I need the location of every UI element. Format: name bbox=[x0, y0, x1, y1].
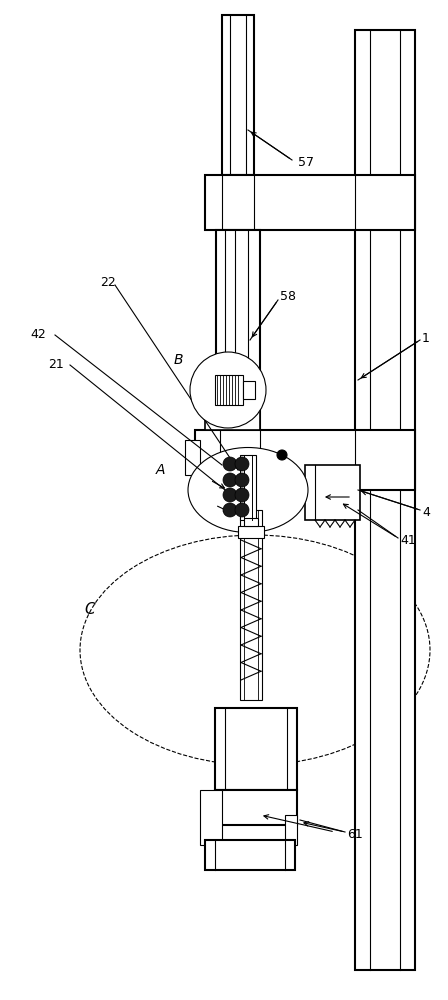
Bar bbox=[240, 510, 262, 700]
Circle shape bbox=[223, 488, 237, 502]
Bar bbox=[305, 465, 360, 520]
Text: 41: 41 bbox=[400, 534, 416, 546]
Text: 57: 57 bbox=[298, 156, 314, 169]
Text: 4: 4 bbox=[422, 506, 430, 518]
Bar bbox=[205, 840, 295, 870]
Circle shape bbox=[235, 473, 249, 487]
Circle shape bbox=[223, 503, 237, 517]
Circle shape bbox=[235, 503, 249, 517]
Bar bbox=[205, 410, 260, 430]
Bar bbox=[215, 790, 297, 825]
Bar bbox=[222, 15, 254, 175]
Bar bbox=[244, 518, 258, 526]
Text: 1: 1 bbox=[422, 332, 430, 346]
Text: 22: 22 bbox=[100, 275, 116, 288]
Bar bbox=[200, 790, 222, 845]
Text: 21: 21 bbox=[48, 359, 64, 371]
Text: C: C bbox=[85, 602, 95, 617]
Bar bbox=[215, 375, 243, 405]
Bar bbox=[195, 430, 415, 490]
Bar bbox=[355, 30, 415, 970]
Ellipse shape bbox=[188, 448, 308, 532]
Bar bbox=[243, 381, 255, 399]
Text: B: B bbox=[173, 353, 183, 367]
Bar bbox=[205, 175, 415, 230]
Circle shape bbox=[190, 352, 266, 428]
Text: 58: 58 bbox=[280, 290, 296, 304]
Bar bbox=[185, 440, 200, 475]
Circle shape bbox=[235, 457, 249, 471]
Bar bbox=[240, 455, 256, 520]
Circle shape bbox=[223, 457, 237, 471]
Bar bbox=[215, 708, 297, 790]
Circle shape bbox=[235, 488, 249, 502]
Bar bbox=[216, 230, 260, 430]
Circle shape bbox=[223, 473, 237, 487]
Text: 42: 42 bbox=[30, 328, 46, 342]
Text: 61: 61 bbox=[347, 828, 363, 842]
Bar bbox=[238, 526, 264, 538]
Bar bbox=[285, 815, 297, 845]
Circle shape bbox=[277, 450, 287, 460]
Text: A: A bbox=[155, 463, 165, 477]
